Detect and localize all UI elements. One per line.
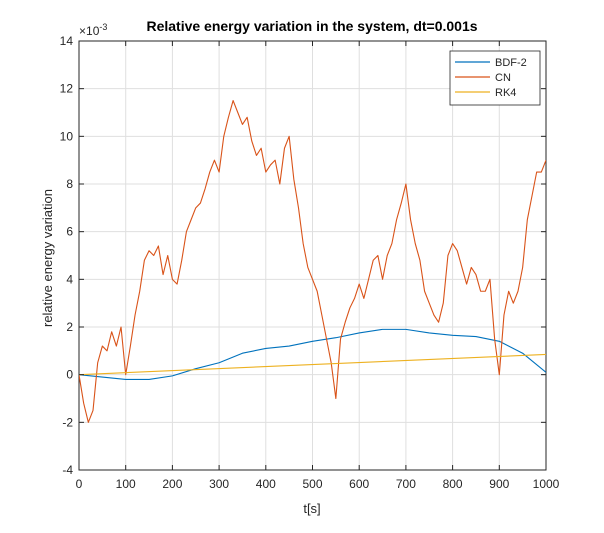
x-tick-label: 500 xyxy=(302,477,322,491)
x-tick-label: 900 xyxy=(489,477,509,491)
y-tick-label: 8 xyxy=(66,177,73,191)
y-exponent-prefix: × xyxy=(79,24,86,38)
legend-label-rk4: RK4 xyxy=(495,87,516,99)
y-exponent-base: 10 xyxy=(86,24,100,38)
x-tick-label: 200 xyxy=(162,477,182,491)
series-line-rk4 xyxy=(79,353,546,376)
series-line-bdf-2 xyxy=(79,328,546,380)
legend-label-cn: CN xyxy=(495,72,511,84)
x-axis-label: t[s] xyxy=(303,501,320,516)
x-tick-label: 400 xyxy=(256,477,276,491)
legend: BDF-2 CN RK4 xyxy=(449,50,541,106)
x-tick-label: 600 xyxy=(349,477,369,491)
x-tick-label: 100 xyxy=(116,477,136,491)
legend-label-bdf-2: BDF-2 xyxy=(495,57,527,69)
y-tick-label: 4 xyxy=(66,272,73,286)
y-tick-label: 12 xyxy=(60,82,74,96)
y-tick-label: -2 xyxy=(62,415,73,429)
x-tick-label: 700 xyxy=(396,477,416,491)
y-tick-label: 14 xyxy=(60,34,74,48)
y-axis-label: relative energy variation xyxy=(40,189,55,327)
series-layer xyxy=(79,100,546,423)
y-tick-label: 6 xyxy=(66,225,73,239)
series-line-cn xyxy=(79,100,546,423)
y-tick-label: 0 xyxy=(66,368,73,382)
y-exponent-power: -3 xyxy=(99,22,107,32)
svg-text:×10-3: ×10-3 xyxy=(79,22,107,38)
y-axis-exponent: ×10-3 xyxy=(79,22,107,38)
x-tick-label: 300 xyxy=(209,477,229,491)
x-tick-label: 1000 xyxy=(533,477,560,491)
chart-title: Relative energy variation in the system,… xyxy=(146,18,477,34)
x-tick-label: 800 xyxy=(443,477,463,491)
y-tick-label: -4 xyxy=(62,463,73,477)
legend-box xyxy=(449,50,541,106)
y-tick-label: 2 xyxy=(66,320,73,334)
y-tick-label: 10 xyxy=(60,129,74,143)
tick-layer: 0 100 200 300 400 500 600 700 800 900 1000 -4 -2 0 2 4 6… xyxy=(60,34,560,491)
x-tick-label: 0 xyxy=(76,477,83,491)
